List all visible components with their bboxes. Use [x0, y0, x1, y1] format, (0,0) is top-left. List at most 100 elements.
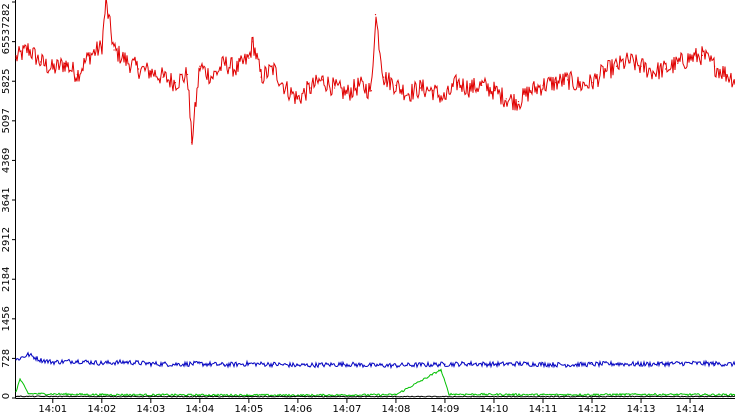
- y-tick-label-7282: 7282: [1, 3, 12, 28]
- series-0-point-5: [76, 73, 78, 76]
- y-tick-label-3641: 3641: [1, 187, 12, 212]
- series-2-point-3: [101, 394, 103, 396]
- series-0-point-11: [137, 68, 140, 70]
- series-0-point-51: [591, 81, 593, 84]
- series-1-point-27: [640, 363, 642, 365]
- series-1-point-20: [468, 363, 471, 365]
- series-0-point-0: [15, 57, 17, 59]
- series-2-point-1: [19, 378, 21, 380]
- series-0-point-38: [432, 90, 434, 92]
- series-3-line: [15, 395, 735, 398]
- series-0-point-62: [726, 73, 728, 76]
- series-0-point-45: [517, 101, 520, 103]
- series-0-point-26: [297, 98, 299, 100]
- series-3-point-2: [395, 396, 397, 398]
- series-1-point-26: [615, 363, 618, 365]
- series-0-point-52: [603, 71, 605, 73]
- y-tick-label-2912: 2912: [1, 227, 12, 252]
- series-0-point-24: [272, 68, 274, 70]
- series-0-point-58: [677, 62, 679, 65]
- series-2-point-8: [448, 393, 450, 395]
- series-1-point-7: [150, 363, 152, 365]
- series-0-point-12: [150, 71, 152, 73]
- series-2-point-6: [395, 394, 397, 396]
- series-0-point-42: [481, 84, 483, 86]
- series-1-point-24: [566, 364, 569, 366]
- series-0-point-41: [468, 87, 471, 89]
- x-tick-label-14:14: 14:14: [676, 404, 705, 415]
- x-tick-label-14:07: 14:07: [332, 404, 361, 415]
- series-0-point-21: [248, 57, 250, 59]
- y-tick-label-2184: 2184: [1, 267, 12, 292]
- y-tick-label-5097: 5097: [1, 108, 12, 133]
- series-1-point-21: [493, 363, 495, 365]
- series-0-point-31: [358, 84, 360, 86]
- series-0-point-40: [456, 81, 458, 84]
- series-1-point-11: [248, 363, 250, 365]
- series-1-point-23: [542, 363, 544, 365]
- series-0-point-13: [162, 76, 164, 78]
- series-0-point-15: [186, 73, 189, 76]
- series-0-point-2: [39, 61, 42, 63]
- x-tick-label-14:06: 14:06: [283, 404, 312, 415]
- y-tick-label-5825: 5825: [1, 69, 12, 94]
- series-0-point-39: [444, 98, 446, 100]
- series-3-point-3: [591, 396, 593, 398]
- y-tick-label-1456: 1456: [1, 306, 12, 331]
- x-tick-label-14:05: 14:05: [234, 404, 263, 415]
- series-3: [15, 395, 735, 398]
- series-0-point-37: [419, 87, 422, 89]
- series-3-point-1: [199, 396, 201, 398]
- series-0-point-4: [64, 62, 66, 65]
- series-0-point-29: [334, 87, 336, 89]
- x-tick-label-14:12: 14:12: [578, 404, 607, 415]
- series-1-point-5: [101, 362, 103, 364]
- series-0-point-19: [223, 62, 225, 65]
- series-0-point-22: [252, 41, 254, 43]
- series-2: [15, 368, 735, 398]
- series-1: [15, 351, 735, 370]
- series-2-point-5: [297, 394, 299, 396]
- series-1-point-14: [321, 364, 323, 366]
- series-0-point-18: [211, 76, 213, 78]
- series-0-point-61: [713, 65, 716, 67]
- series-1-point-13: [297, 364, 299, 366]
- series-0-point-35: [395, 84, 397, 86]
- series-1-point-1: [27, 353, 29, 356]
- series-0-point-50: [579, 84, 581, 86]
- series-1-point-22: [517, 363, 520, 365]
- series-1-point-10: [223, 364, 225, 366]
- series-0-point-36: [407, 92, 409, 95]
- series-0-point-25: [285, 87, 287, 89]
- y-tick-label-728: 728: [1, 349, 12, 368]
- series-0-point-44: [505, 98, 507, 100]
- x-tick-label-14:04: 14:04: [185, 404, 214, 415]
- series-0-point-47: [542, 84, 544, 86]
- series-1-point-19: [444, 363, 446, 365]
- series-0-point-54: [628, 60, 630, 62]
- series-0-point-14: [174, 81, 176, 84]
- series-0-point-16: [191, 141, 193, 144]
- series-2-line: [15, 368, 735, 398]
- series-0-point-30: [346, 92, 348, 95]
- series-1-point-6: [125, 361, 127, 363]
- series-0-point-23: [260, 76, 262, 78]
- series-2-point-2: [27, 393, 29, 395]
- series-0-line: [15, 0, 735, 145]
- series-0-point-60: [701, 54, 703, 57]
- y-tick-label-6553: 6553: [1, 29, 12, 54]
- series-1-line: [15, 351, 735, 370]
- series-1-point-9: [199, 363, 201, 365]
- series-2-point-0: [15, 390, 17, 393]
- series-0-point-49: [566, 79, 569, 81]
- series-1-point-3: [52, 361, 54, 363]
- series-0-point-55: [640, 65, 642, 67]
- series-0-point-9: [113, 49, 115, 51]
- series-0-point-32: [370, 90, 373, 92]
- series-1-point-15: [346, 363, 348, 365]
- series-1-point-17: [395, 364, 397, 366]
- y-tick-label-0: 0: [1, 393, 12, 399]
- series-1-point-25: [591, 363, 593, 365]
